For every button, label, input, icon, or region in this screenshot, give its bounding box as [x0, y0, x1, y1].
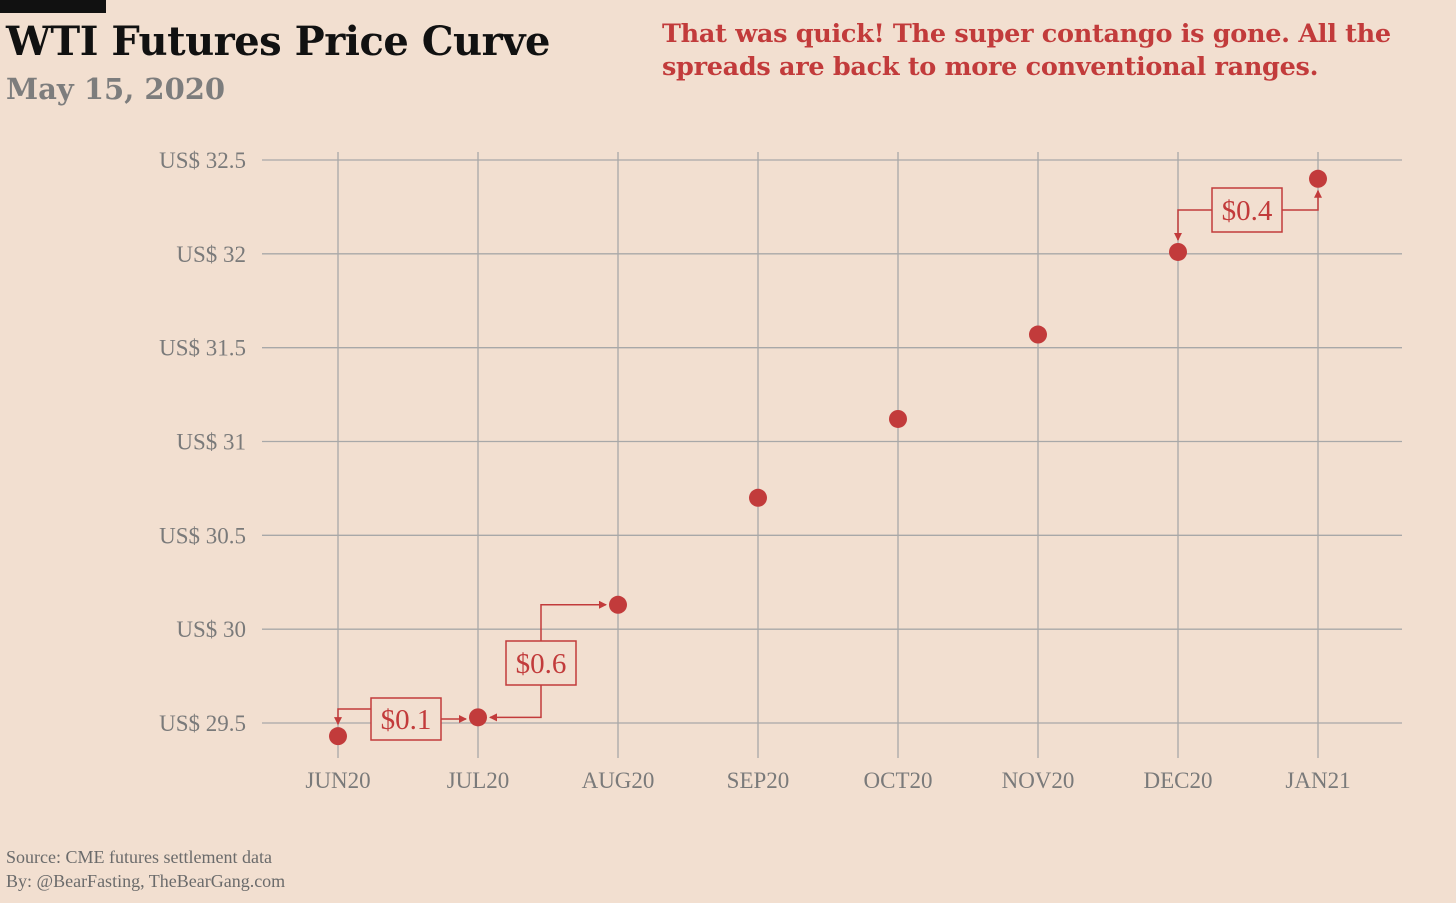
annotation-label: $0.6 — [516, 648, 567, 680]
annotation-label: $0.1 — [381, 704, 432, 736]
footer-credits: Source: CME futures settlement data By: … — [6, 845, 285, 893]
data-point — [329, 727, 347, 746]
y-tick-label: US$ 32.5 — [159, 148, 246, 173]
data-point — [1169, 242, 1187, 261]
spread-annotations: $0.1 $0.6 $0.4 — [334, 187, 1322, 741]
annotation-box — [505, 640, 577, 686]
y-tick-label: US$ 31.5 — [159, 336, 246, 361]
grid-lines — [262, 152, 1402, 758]
y-tick-label: US$ 31 — [176, 430, 246, 455]
annotation-label: $0.4 — [1222, 195, 1273, 227]
x-tick-label: JAN21 — [1285, 768, 1350, 793]
annotation-box — [1211, 187, 1283, 233]
spread-annotation: $0.6 — [489, 600, 607, 722]
annotation-arrow — [540, 600, 607, 641]
data-points — [329, 169, 1327, 746]
x-tick-label: AUG20 — [582, 768, 655, 793]
x-tick-label: SEP20 — [727, 768, 790, 793]
top-accent-bar — [0, 0, 106, 13]
spread-annotation: $0.1 — [334, 697, 467, 741]
x-tick-label: JUL20 — [447, 768, 510, 793]
data-point — [1309, 169, 1327, 188]
chart-title: WTI Futures Price Curve — [6, 18, 550, 65]
data-point — [889, 409, 907, 428]
annotation-note: That was quick! The super contango is go… — [662, 19, 1391, 82]
annotation-arrow — [1174, 209, 1212, 241]
data-point — [749, 488, 767, 507]
annotation-box — [370, 697, 442, 741]
annotation-arrow — [489, 685, 542, 722]
source-text: Source: CME futures settlement data — [6, 847, 272, 867]
byline-text: By: @BearFasting, TheBearGang.com — [6, 871, 286, 891]
x-tick-label: OCT20 — [864, 768, 933, 793]
chart-subtitle: May 15, 2020 — [6, 72, 226, 106]
y-axis-ticks: US$ 32.5 US$ 32 US$ 31.5 US$ 31 US$ 30.5 US$ … — [159, 148, 246, 736]
y-tick-label: US$ 32 — [176, 242, 246, 267]
y-tick-label: US$ 30.5 — [159, 523, 246, 548]
x-tick-label: DEC20 — [1144, 768, 1213, 793]
y-tick-label: US$ 29.5 — [159, 711, 246, 736]
annotation-arrow — [334, 708, 371, 726]
data-point — [609, 595, 627, 614]
data-point — [469, 708, 487, 727]
data-point — [1029, 325, 1047, 344]
x-tick-label: NOV20 — [1002, 768, 1075, 793]
y-tick-label: US$ 30 — [176, 617, 246, 642]
spread-annotation: $0.4 — [1174, 187, 1322, 241]
x-axis-ticks: JUN20 JUL20 AUG20 SEP20 OCT20 NOV20 DEC20 JAN21 — [305, 768, 1350, 793]
x-tick-label: JUN20 — [305, 768, 370, 793]
annotation-arrow — [1282, 189, 1322, 211]
